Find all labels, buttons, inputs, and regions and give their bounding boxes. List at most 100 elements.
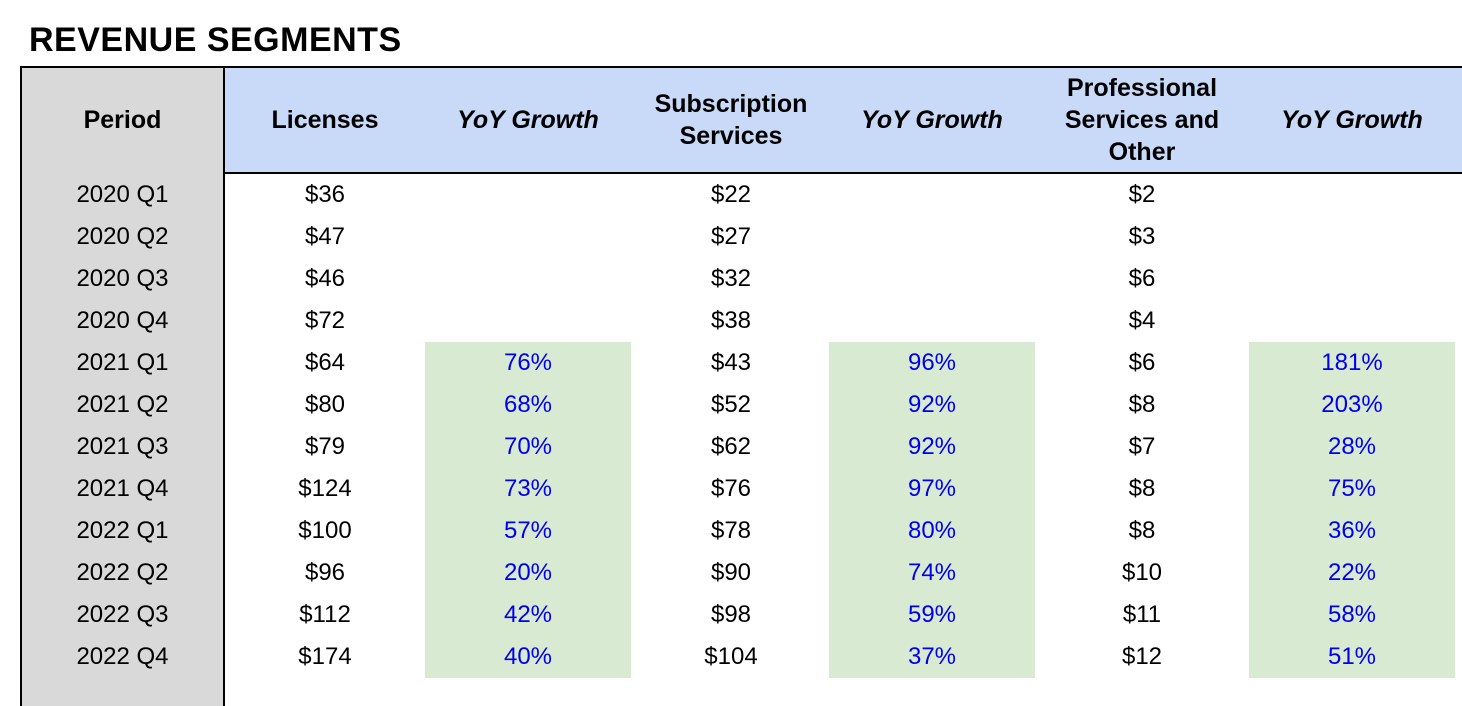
header-professional-yoy: YoY Growth — [1281, 106, 1423, 134]
cell-professional-yoy: 51% — [1327, 643, 1377, 670]
cell-licenses-yoy: 76% — [503, 349, 553, 376]
cell-professional: $6 — [1128, 349, 1156, 376]
header-subscription-yoy: YoY Growth — [861, 106, 1003, 134]
cell-subscription-yoy: 74% — [907, 559, 957, 586]
cell-subscription-yoy: 80% — [907, 517, 957, 544]
cell-licenses-yoy: 68% — [503, 391, 553, 418]
cell-licenses-yoy: 42% — [503, 601, 553, 628]
table-row: 2021 Q2 $80 68% $52 92% $8 203% — [22, 384, 1462, 426]
cell-period: 2022 Q1 — [76, 517, 169, 544]
subscription-growth-band — [829, 342, 1035, 678]
cell-professional: $7 — [1128, 433, 1156, 460]
table-row: 2020 Q2 $47 $27 $3 — [22, 216, 1462, 258]
cell-subscription: $78 — [710, 517, 752, 544]
cell-professional-yoy: 75% — [1327, 475, 1377, 502]
cell-subscription-yoy: 92% — [907, 433, 957, 460]
table-row: 2021 Q1 $64 76% $43 96% $6 181% — [22, 342, 1462, 384]
licenses-growth-band — [425, 342, 631, 678]
cell-subscription: $62 — [710, 433, 752, 460]
cell-period: 2021 Q2 — [76, 391, 169, 418]
cell-professional-yoy: 58% — [1327, 601, 1377, 628]
cell-period: 2020 Q4 — [76, 307, 169, 334]
cell-professional: $8 — [1128, 517, 1156, 544]
cell-subscription: $38 — [710, 307, 752, 334]
header-professional: Professional Services and Other — [1064, 74, 1220, 166]
cell-licenses-yoy — [425, 300, 631, 342]
cell-licenses: $174 — [298, 643, 352, 670]
cell-subscription-yoy — [829, 258, 1035, 300]
cell-subscription: $32 — [710, 265, 752, 292]
cell-licenses-yoy: 70% — [503, 433, 553, 460]
cell-licenses: $112 — [299, 601, 351, 628]
header-period: Period — [83, 106, 162, 134]
table-row: 2022 Q1 $100 57% $78 80% $8 36% — [22, 510, 1462, 552]
cell-licenses: $79 — [304, 433, 346, 460]
cell-professional-yoy: 203% — [1321, 391, 1383, 418]
cell-licenses: $124 — [298, 475, 352, 502]
cell-period: 2021 Q1 — [76, 349, 169, 376]
cell-licenses-yoy: 57% — [503, 517, 553, 544]
cell-subscription: $52 — [710, 391, 752, 418]
revenue-table: Period Licenses YoY Growth Subscription … — [20, 66, 1462, 706]
cell-subscription-yoy: 37% — [907, 643, 957, 670]
cell-licenses: $46 — [304, 265, 346, 292]
cell-subscription-yoy — [829, 174, 1035, 216]
cell-period: 2022 Q3 — [76, 601, 169, 628]
cell-subscription-yoy — [829, 216, 1035, 258]
table-row: 2022 Q4 $174 40% $104 37% $12 51% — [22, 636, 1462, 678]
cell-licenses: $64 — [304, 349, 346, 376]
professional-growth-band — [1249, 342, 1455, 678]
cell-subscription: $22 — [710, 181, 752, 208]
cell-professional: $8 — [1128, 391, 1156, 418]
cell-licenses: $96 — [304, 559, 346, 586]
table-row: 2021 Q3 $79 70% $62 92% $7 28% — [22, 426, 1462, 468]
cell-period: 2020 Q2 — [76, 223, 169, 250]
cell-professional: $11 — [1122, 601, 1162, 628]
cell-licenses-yoy: 73% — [503, 475, 553, 502]
table-row: 2020 Q1 $36 $22 $2 — [22, 174, 1462, 216]
cell-subscription: $43 — [710, 349, 752, 376]
table-row: 2020 Q4 $72 $38 $4 — [22, 300, 1462, 342]
cell-professional-yoy — [1249, 174, 1455, 216]
cell-period: 2020 Q3 — [76, 265, 169, 292]
cell-licenses-yoy — [425, 174, 631, 216]
cell-period: 2021 Q4 — [76, 475, 169, 502]
cell-licenses: $36 — [304, 181, 346, 208]
cell-licenses-yoy: 20% — [503, 559, 553, 586]
cell-licenses: $72 — [304, 307, 346, 334]
cell-professional-yoy: 36% — [1327, 517, 1377, 544]
cell-period: 2022 Q4 — [76, 643, 169, 670]
cell-professional: $2 — [1128, 181, 1156, 208]
cell-professional-yoy: 181% — [1321, 349, 1383, 376]
cell-licenses-yoy — [425, 258, 631, 300]
period-column — [22, 68, 225, 706]
cell-subscription-yoy: 96% — [907, 349, 957, 376]
cell-period: 2022 Q2 — [76, 559, 169, 586]
header-subscription: Subscription Services — [654, 90, 808, 150]
cell-licenses-yoy: 40% — [503, 643, 553, 670]
table-row: 2022 Q2 $96 20% $90 74% $10 22% — [22, 552, 1462, 594]
cell-licenses: $80 — [304, 391, 346, 418]
cell-professional: $3 — [1128, 223, 1156, 250]
cell-professional: $10 — [1121, 559, 1163, 586]
header-licenses: Licenses — [271, 106, 379, 134]
cell-licenses-yoy — [425, 216, 631, 258]
cell-professional-yoy — [1249, 258, 1455, 300]
cell-professional-yoy — [1249, 216, 1455, 258]
cell-professional-yoy: 28% — [1327, 433, 1377, 460]
cell-professional-yoy — [1249, 300, 1455, 342]
cell-subscription: $90 — [710, 559, 752, 586]
cell-subscription-yoy: 97% — [907, 475, 957, 502]
cell-subscription-yoy — [829, 300, 1035, 342]
cell-subscription-yoy: 59% — [907, 601, 957, 628]
table-row: 2020 Q3 $46 $32 $6 — [22, 258, 1462, 300]
cell-professional: $8 — [1128, 475, 1156, 502]
cell-period: 2020 Q1 — [76, 181, 169, 208]
cell-subscription: $27 — [710, 223, 752, 250]
cell-licenses: $100 — [298, 517, 352, 544]
cell-subscription: $104 — [704, 643, 758, 670]
cell-professional: $6 — [1128, 265, 1156, 292]
cell-subscription: $98 — [710, 601, 752, 628]
cell-subscription-yoy: 92% — [907, 391, 957, 418]
header-band — [225, 68, 1462, 174]
